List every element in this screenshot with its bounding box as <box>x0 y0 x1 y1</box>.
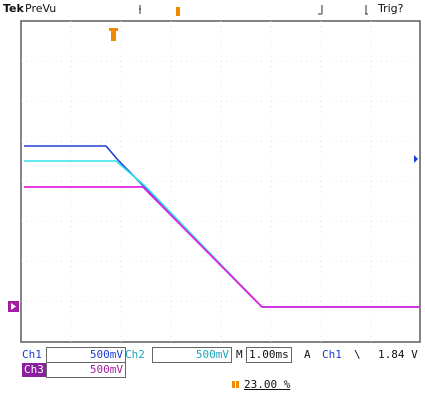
trigger-slope-icon[interactable]: \ <box>354 348 361 361</box>
trigger-source[interactable]: Ch1 <box>322 348 342 361</box>
ch1-scale[interactable]: 500mV <box>46 347 126 363</box>
trigger-level-value[interactable]: 1.84 V <box>378 348 418 361</box>
ch2-scale[interactable]: 500mV <box>152 347 232 363</box>
trigger-status: Trig? <box>378 2 404 15</box>
trigger-offset-value[interactable]: 23.00 % <box>244 378 291 391</box>
ch3-scale[interactable]: 500mV <box>46 362 126 378</box>
brand-label: Tek <box>3 2 24 15</box>
graticule <box>21 21 420 342</box>
ch3-label[interactable]: Ch3 <box>22 363 46 377</box>
timebase-text: 1.00ms <box>249 348 289 361</box>
record-view-bar <box>139 5 368 15</box>
trigger-offset-marker-icon <box>232 381 239 388</box>
ch2-label[interactable]: Ch2 <box>125 348 145 361</box>
ch3-trace <box>24 186 419 308</box>
trigger-level-marker-icon <box>414 155 418 163</box>
ch1-scale-value: 500mV <box>89 348 123 361</box>
ch3-ground-marker-icon <box>8 301 19 312</box>
trigger-label: A <box>304 348 311 361</box>
ch2-scale-value: 500mV <box>195 348 229 361</box>
ch3-scale-value: 500mV <box>89 363 123 376</box>
record-trigger-marker <box>176 7 180 16</box>
timebase-value[interactable]: 1.00ms <box>246 347 292 363</box>
status-bar: Tek PreVu Trig? <box>0 0 425 20</box>
graticule-frame <box>20 20 421 343</box>
trigger-position-icon <box>109 28 118 41</box>
ch1-label[interactable]: Ch1 <box>22 348 42 361</box>
acquisition-mode: PreVu <box>25 2 57 15</box>
timebase-label: M <box>236 348 243 361</box>
